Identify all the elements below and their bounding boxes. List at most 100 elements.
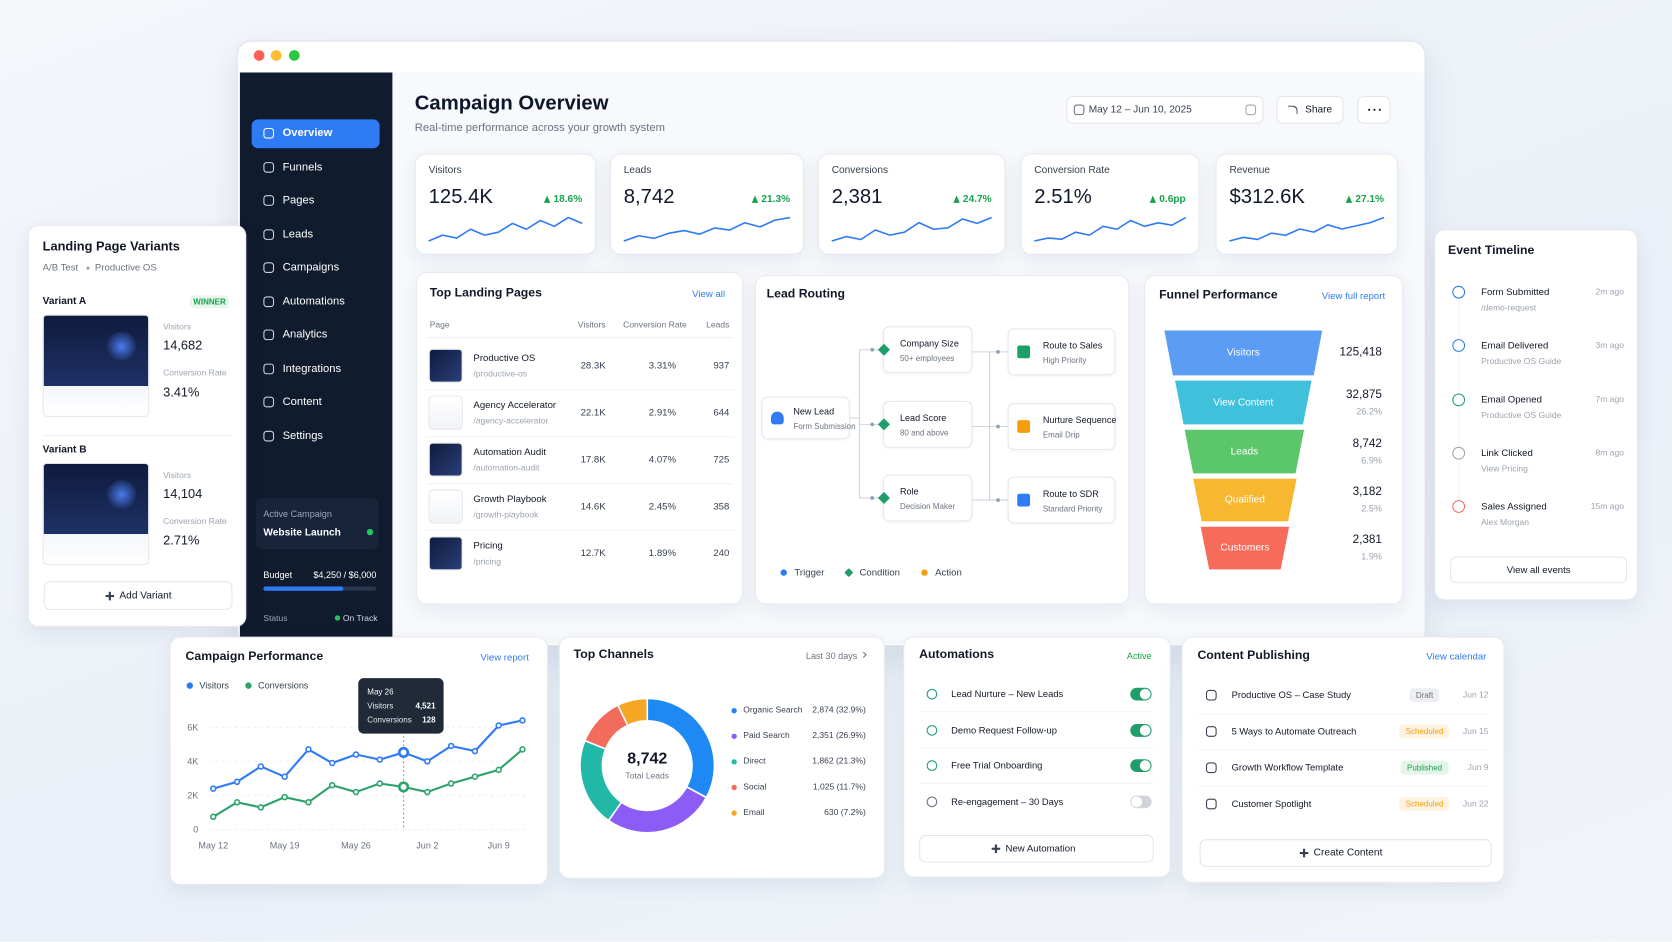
separator-dot [86, 266, 90, 270]
create-content-button[interactable] [1199, 839, 1492, 867]
icon [263, 195, 275, 206]
x-tick-label: May 12 [198, 840, 229, 851]
nav-item[interactable]: Content [282, 395, 322, 409]
toggle-knob [1131, 795, 1143, 807]
event-time: 15m ago [1590, 501, 1624, 512]
toggle-knob [1139, 688, 1151, 700]
x-tick-label: Jun 2 [416, 840, 439, 851]
event-time: 2m ago [1595, 287, 1624, 297]
variant-visitors: 14,104 [163, 486, 203, 501]
page-leads: 937 [713, 359, 730, 371]
nav-item[interactable]: Automations [282, 294, 345, 308]
card-link[interactable]: View report [480, 652, 529, 663]
page-name: Productive OS [473, 352, 536, 364]
funnel-value: 3,182 [1352, 485, 1382, 499]
nav-item[interactable]: Pages [282, 193, 315, 207]
icon [263, 161, 275, 173]
nav-item[interactable]: Funnels [282, 160, 323, 173]
add-variant-button[interactable] [43, 581, 233, 610]
active-campaign-label: Active Campaign [263, 508, 332, 520]
variant-stat-label: Conversion Rate [163, 516, 227, 526]
legend-label: Conversions [258, 680, 309, 691]
legend-value: 2,874 (32.9%) [812, 705, 866, 715]
node-subtitle: Form Submission [793, 421, 856, 432]
page-name: Growth Playbook [473, 493, 547, 504]
card-title: Lead Routing [766, 288, 846, 301]
card-link[interactable]: View full report [1321, 290, 1386, 302]
date-picker[interactable] [1066, 95, 1264, 124]
node-title: Lead Score [899, 412, 947, 424]
nav-item[interactable]: Integrations [282, 361, 342, 375]
row-divider [919, 711, 1154, 713]
card-title: Automations [919, 648, 995, 662]
page-name: Agency Accelerator [473, 399, 557, 411]
icon [1073, 104, 1085, 116]
content-date: Jun 9 [1467, 762, 1489, 773]
budget-fill [263, 586, 344, 591]
icon [1205, 689, 1217, 701]
tooltip-value: 128 [422, 714, 436, 725]
page-path: /productive-os [473, 369, 528, 379]
funnel-value: 125,418 [1339, 345, 1382, 359]
nav-item[interactable]: Settings [282, 428, 324, 442]
icon [1205, 726, 1217, 737]
funnel-stage-name: Customers [1220, 542, 1270, 554]
icon [263, 430, 275, 441]
legend-value: 2,351 (26.9%) [812, 730, 866, 741]
node-icon [1017, 345, 1031, 359]
routing-node [882, 474, 973, 522]
variant-divider [42, 435, 233, 437]
node-title: Route to Sales [1042, 340, 1103, 351]
node-title: New Lead [793, 406, 835, 417]
window-dot [270, 50, 282, 61]
x-tick-label: May 26 [341, 840, 371, 851]
card-link[interactable]: View calendar [1426, 651, 1487, 662]
nav-active[interactable] [251, 119, 380, 149]
tooltip [358, 678, 445, 734]
routing-node [882, 400, 973, 448]
new-automation-button[interactable] [919, 834, 1154, 863]
window-dot [288, 50, 300, 61]
funnel-stage-name: Visitors [1226, 346, 1260, 359]
nav-item[interactable]: Overview [282, 126, 333, 140]
page-rate: 4.07% [648, 453, 677, 465]
node-subtitle: 80 and above [899, 428, 949, 438]
top-pages-card [415, 271, 744, 605]
event-icon [1452, 285, 1466, 299]
node-icon [1017, 420, 1031, 433]
nav-item[interactable]: Analytics [282, 328, 328, 341]
share-icon [1288, 105, 1298, 115]
content-title: Growth Workflow Template [1231, 762, 1344, 773]
legend-dot [245, 682, 252, 689]
campaign-indicator [366, 528, 374, 536]
page-rate: 2.45% [648, 500, 677, 512]
toggle-knob [1139, 724, 1151, 736]
node-title: Nurture Sequence [1042, 414, 1117, 426]
button-label: New Automation [1005, 843, 1076, 854]
page-leads: 644 [713, 406, 730, 418]
date-range: May 12 – Jun 10, 2025 [1088, 103, 1192, 116]
page-thumbnail [428, 442, 463, 477]
card-link[interactable]: View all [692, 288, 726, 300]
period-selector[interactable]: Last 30 days [805, 650, 858, 662]
nav-item[interactable]: Campaigns [282, 260, 340, 274]
thumbnail-hero [106, 331, 137, 362]
legend-value: 1,862 (21.3%) [812, 756, 866, 766]
legend-label: Direct [743, 756, 766, 766]
event-subtitle: Alex Morgan [1481, 517, 1529, 528]
nav-item[interactable]: Leads [282, 227, 314, 241]
variant-stat-label: Visitors [163, 322, 191, 332]
legend-label: Visitors [199, 680, 229, 691]
icon [926, 795, 938, 807]
row-divider [1197, 785, 1489, 787]
node-subtitle: Decision Maker [899, 501, 956, 512]
share-button[interactable] [1276, 95, 1344, 124]
status-label: Status [263, 613, 288, 623]
view-all-events-button[interactable] [1450, 556, 1628, 584]
row-divider [426, 529, 734, 532]
automation-name: Demo Request Follow-up [951, 724, 1057, 735]
winner-label: WINNER [193, 296, 226, 307]
node-subtitle: High Priority [1042, 355, 1087, 366]
y-tick-label: 0 [193, 824, 199, 835]
variant-rate: 2.71% [163, 532, 200, 548]
